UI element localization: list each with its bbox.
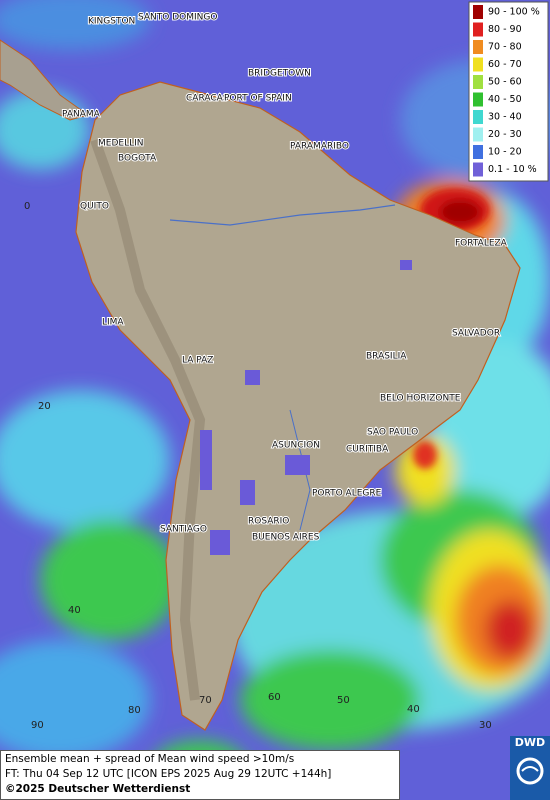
legend-swatch: [473, 92, 483, 107]
legend-label: 60 - 70: [488, 59, 522, 70]
legend-swatch: [473, 145, 483, 159]
city-label: BOGOTA: [118, 154, 157, 164]
legend-swatch: [473, 110, 483, 124]
city-label: SANTO DOMINGO: [138, 13, 217, 23]
city-label: SANTIAGO: [160, 525, 207, 535]
legend-label: 20 - 30: [488, 129, 522, 140]
city-label: KINGSTON: [88, 17, 135, 27]
andes: [90, 138, 206, 701]
central-america: [0, 39, 90, 121]
legend-label: 10 - 20: [488, 147, 522, 158]
legend-swatch: [473, 5, 483, 19]
legend-label: 40 - 50: [488, 94, 522, 105]
legend-label: 30 - 40: [488, 112, 522, 123]
city-label: SAO PAULO: [367, 428, 418, 438]
legend-label: 90 - 100 %: [488, 7, 540, 18]
latitude-label: 40: [68, 605, 81, 616]
latitude-label: 20: [38, 401, 51, 412]
city-label: FORTALEZA: [455, 239, 508, 249]
latitude-label: 0: [24, 201, 30, 212]
city-label: CARACAS: [186, 94, 229, 104]
longitude-label: 30: [479, 720, 492, 731]
longitude-label: 70: [199, 695, 212, 706]
city-label: QUITO: [80, 202, 109, 212]
city-label: LIMA: [102, 318, 124, 328]
legend-swatch: [473, 127, 483, 142]
legend-label: 0.1 - 10 %: [488, 164, 537, 175]
city-label: SALVADOR: [452, 329, 500, 339]
city-label: BELO HORIZONTE: [380, 394, 461, 404]
footer-copyright: ©2025 Deutscher Wetterdienst: [5, 783, 191, 795]
longitude-label: 90: [31, 720, 44, 731]
logo: DWD: [510, 736, 550, 800]
city-label: BRIDGETOWN: [248, 69, 311, 79]
city-label: PORTO ALEGRE: [312, 489, 382, 499]
city-label: MEDELLIN: [98, 139, 143, 149]
city-label: CURITIBA: [346, 445, 389, 455]
legend-label: 80 - 90: [488, 24, 522, 35]
longitude-label: 50: [337, 695, 350, 706]
legend-swatch: [473, 75, 483, 89]
city-label: ASUNCION: [272, 441, 320, 451]
city-label: PANAMA: [62, 110, 101, 120]
footer: Ensemble mean + spread of Mean wind spee…: [0, 750, 400, 800]
legend-swatch: [473, 162, 483, 177]
city-label: PARAMARIBO: [290, 142, 349, 152]
city-label: BUENOS AIRES: [252, 533, 320, 543]
footer-line: FT: Thu 04 Sep 12 UTC [ICON EPS 2025 Aug…: [5, 768, 332, 780]
footer-line: Ensemble mean + spread of Mean wind spee…: [5, 753, 295, 765]
legend-swatch: [473, 40, 483, 54]
city-label: PORT OF SPAIN: [224, 94, 292, 104]
longitude-label: 80: [128, 705, 141, 716]
legend-label: 50 - 60: [488, 77, 522, 88]
inland-patches: [200, 260, 412, 555]
city-label: ROSARIO: [248, 517, 289, 527]
longitude-label: 40: [407, 704, 420, 715]
city-label: LA PAZ: [182, 356, 213, 366]
longitude-label: 60: [268, 692, 281, 703]
city-label: BRASILIA: [366, 352, 407, 362]
legend-label: 70 - 80: [488, 42, 522, 53]
logo-text: DWD: [514, 736, 546, 749]
logo-icon: [516, 757, 544, 785]
river: [169, 204, 396, 226]
legend-swatch: [473, 22, 483, 37]
legend-swatch: [473, 57, 483, 72]
